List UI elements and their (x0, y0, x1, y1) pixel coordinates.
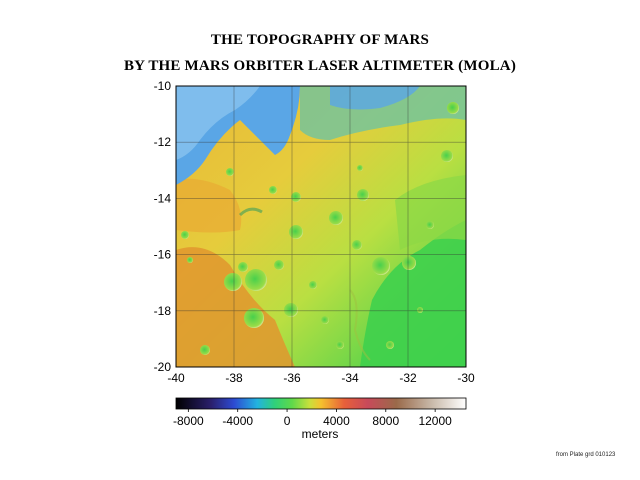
y-tick-label: -12 (154, 135, 172, 149)
x-tick-label: -40 (167, 371, 185, 385)
x-tick-label: -32 (399, 371, 417, 385)
longitude-axis: -40 -38 -36 -34 -32 -30 (167, 371, 475, 385)
map-frame (175, 85, 467, 368)
colorbar-tick-label: 0 (284, 414, 291, 428)
map-title-line-2: BY THE MARS ORBITER LASER ALTIMETER (MOL… (123, 58, 517, 74)
colorbar-axis: -8000 -4000 0 4000 8000 12000 (173, 409, 452, 428)
colorbar (175, 397, 467, 410)
y-tick-label: -10 (154, 79, 172, 93)
y-tick-label: -18 (154, 304, 172, 318)
y-tick-label: -14 (154, 191, 172, 205)
x-tick-label: -38 (225, 371, 243, 385)
x-tick-label: -30 (457, 371, 475, 385)
map-image (176, 86, 466, 367)
y-tick-label: -16 (154, 248, 172, 262)
map-grid (176, 86, 466, 367)
latitude-axis: -10 -12 -14 -16 -18 -20 (154, 79, 172, 374)
colorbar-tick-label: 8000 (372, 414, 399, 428)
x-tick-label: -34 (341, 371, 359, 385)
colorbar-tick-label: -8000 (173, 414, 204, 428)
map-title-line-1: THE TOPOGRAPHY OF MARS (210, 32, 430, 48)
y-tick-label: -20 (154, 360, 172, 374)
credit-note: from Plate grd 010123 (556, 452, 616, 458)
colorbar-tick-label: -4000 (222, 414, 253, 428)
colorbar-unit-label: meters (301, 427, 339, 441)
colorbar-tick-label: 12000 (418, 414, 452, 428)
x-tick-label: -36 (283, 371, 301, 385)
colorbar-tick-label: 4000 (323, 414, 350, 428)
